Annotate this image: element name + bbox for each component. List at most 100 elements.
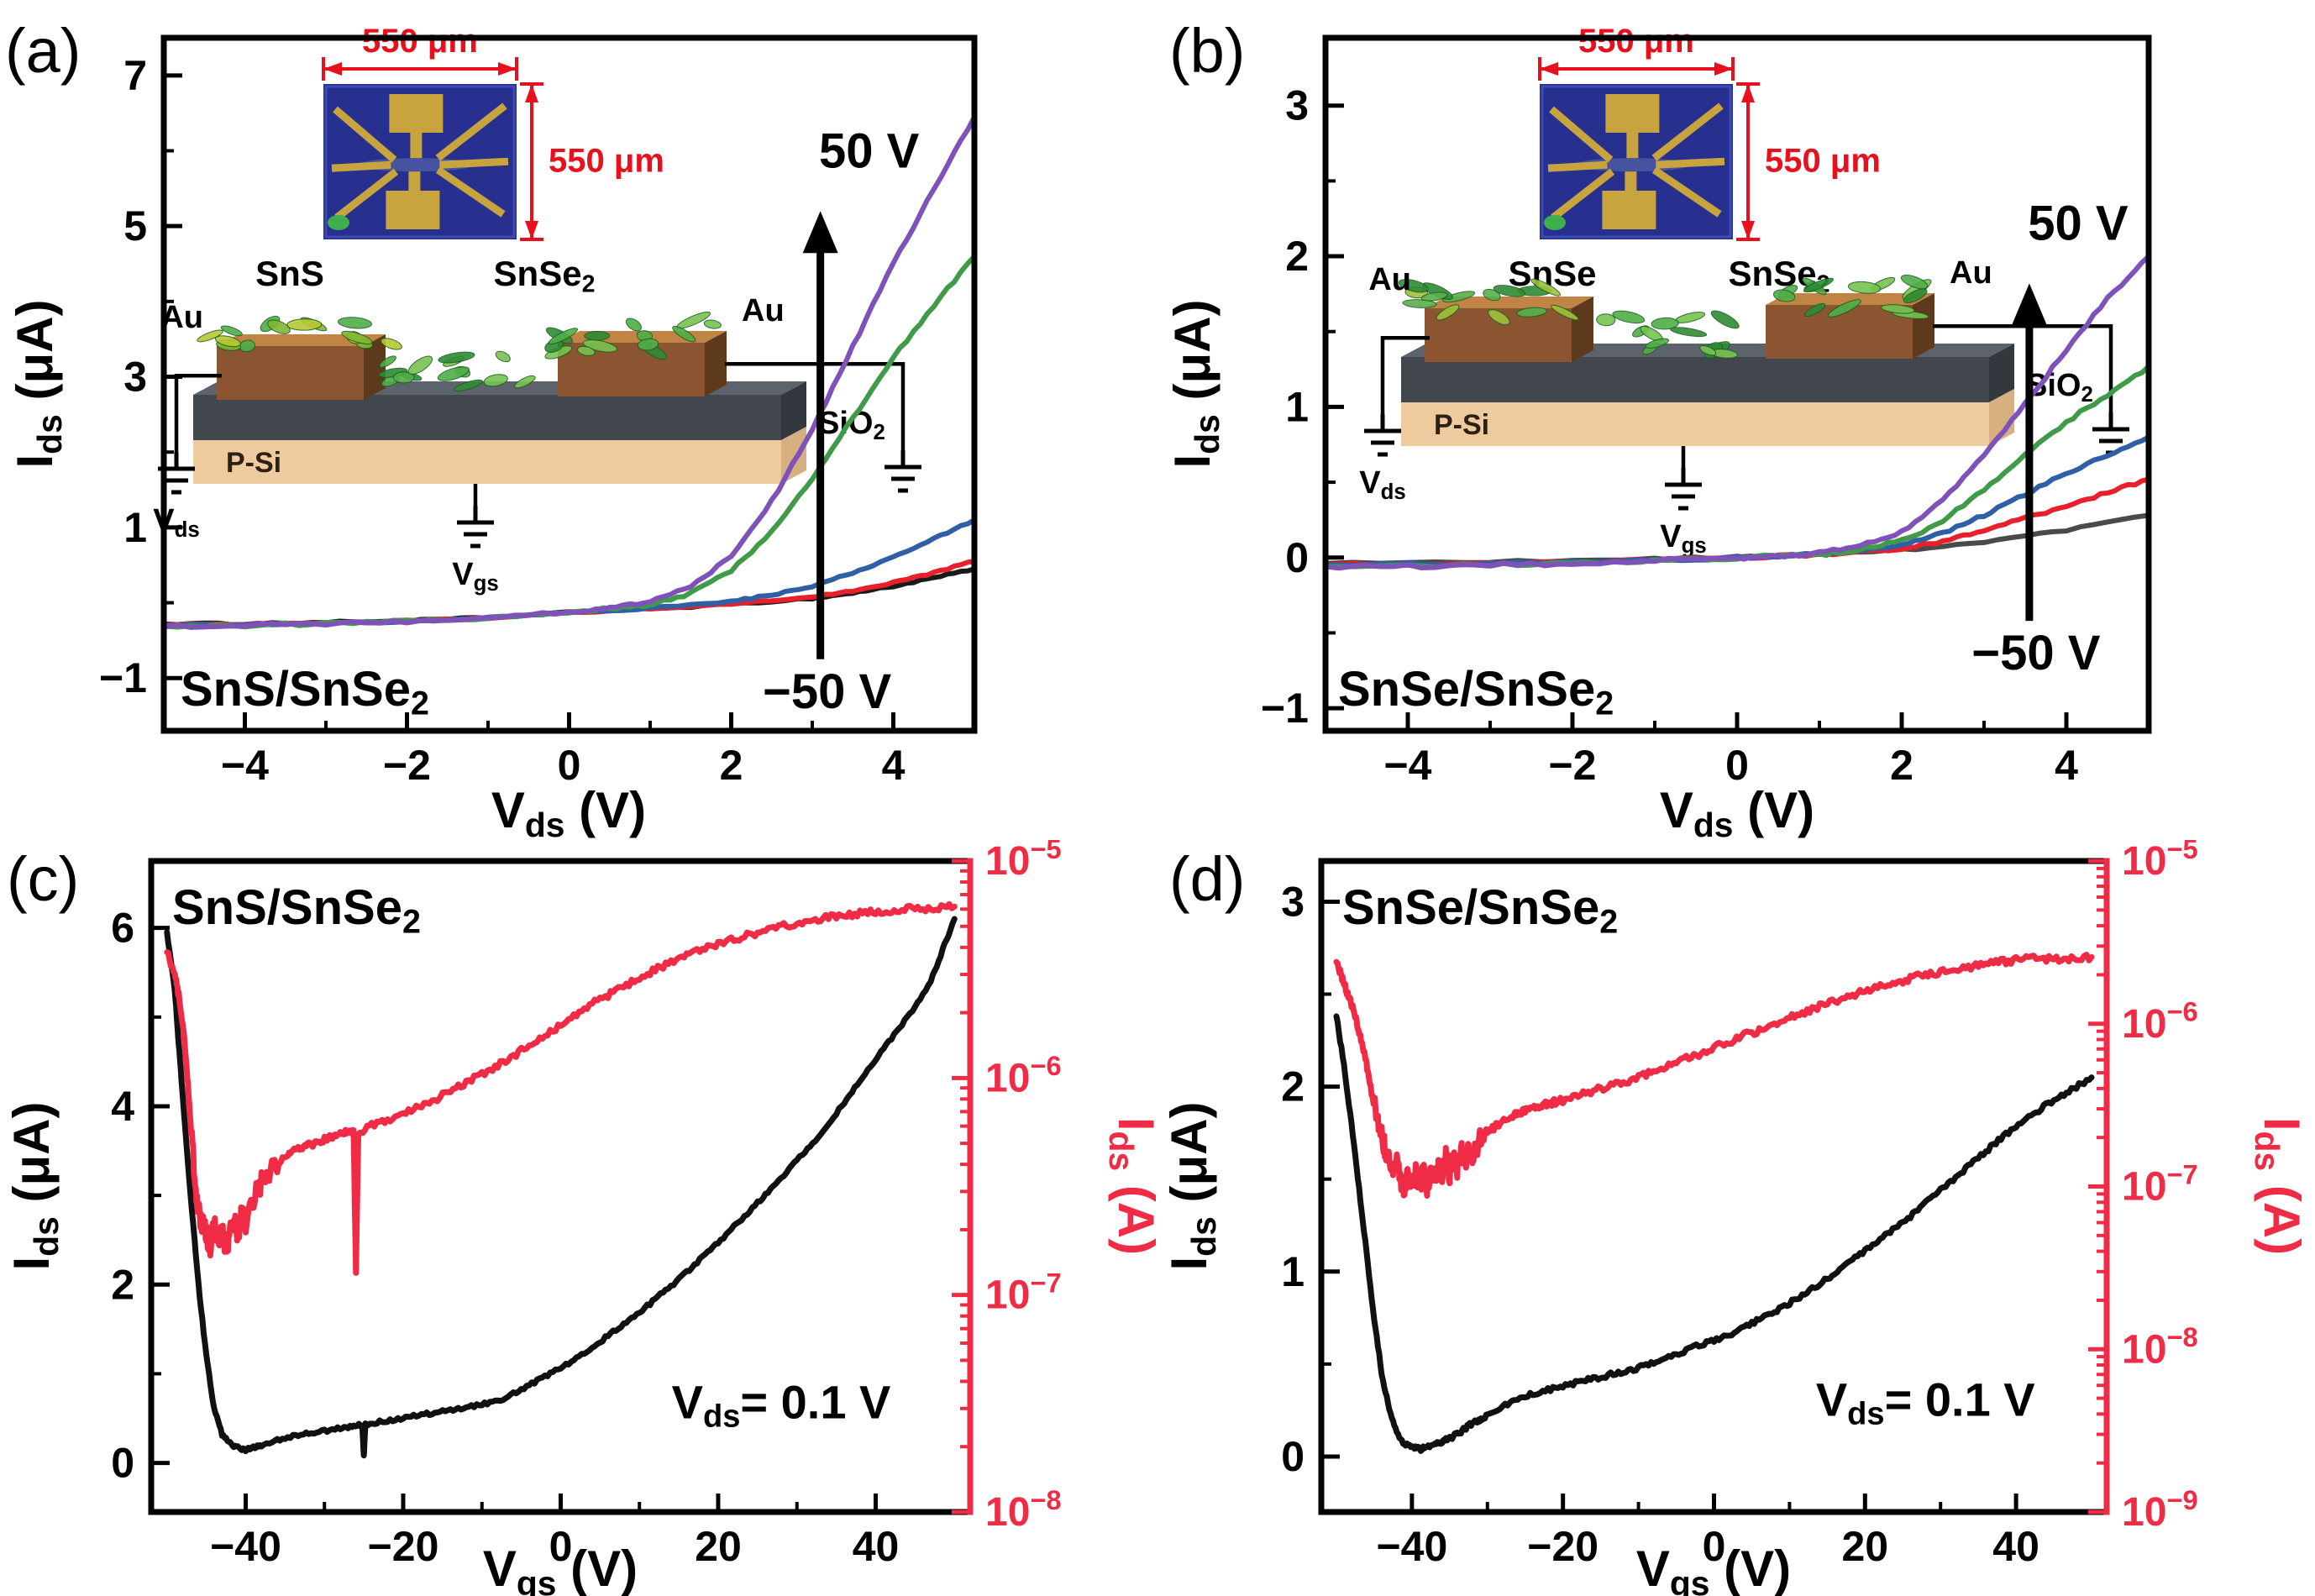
svg-text:1: 1 [1285,383,1309,430]
chart-c: −40 −20 0 20 40 0 2 4 6 10−5 10−6 10−7 10−8 Ids (A) Vg… [3,840,1158,1596]
svg-text:−20: −20 [1527,1523,1598,1570]
svg-text:Vds= 0.1 V: Vds= 0.1 V [1816,1373,2035,1432]
svg-text:SnS: SnS [255,254,324,293]
gate-voltage-arrow: 50 V −50 V [763,123,920,719]
chart-d: −40 −20 0 20 40 0 1 2 3 10−5 10−6 10−7 10−8 10−9 Ids (… [1161,840,2310,1596]
svg-text:SnSe2: SnSe2 [494,254,596,298]
svg-text:7: 7 [123,52,147,99]
svg-text:0: 0 [111,1440,134,1487]
panel-label-c: (c) [7,844,80,914]
svg-text:3: 3 [1285,82,1309,129]
svg-text:10−8: 10−8 [2122,1321,2198,1372]
svg-text:4: 4 [2055,742,2078,789]
svg-text:10−6: 10−6 [985,1050,1062,1100]
svg-text:550 μm: 550 μm [362,23,478,60]
svg-text:2: 2 [1281,1063,1304,1110]
svg-text:0: 0 [1281,1433,1304,1480]
svg-text:Au: Au [1950,255,1992,291]
svg-text:SnS/SnSe2: SnS/SnSe2 [181,662,429,722]
svg-text:Ids (μA): Ids (μA) [7,300,69,469]
svg-text:SnS/SnSe2: SnS/SnSe2 [172,880,421,940]
device-photo [1540,84,1733,239]
svg-text:−1: −1 [99,654,147,701]
svg-text:4: 4 [882,742,906,789]
svg-text:−2: −2 [1548,742,1596,789]
panel-d: (d) −40 −20 0 20 40 0 1 2 3 10−5 10−6 10−7 10−8 10−9 I… [1158,840,2315,1596]
svg-text:−4: −4 [1383,742,1431,789]
device-schematic: Vds Vgs Au Au SiO2 P-Si [1359,255,2129,558]
chart-a-svg: 550 μm 550 μm SnS SnSe2 Vds Vgs Au Au SiO2 P-Si −4… [7,23,978,840]
svg-text:Au: Au [742,293,785,328]
svg-text:Vds (V): Vds (V) [491,782,646,840]
device-photo [323,84,517,239]
svg-text:Vgs: Vgs [452,557,499,596]
series-Ids-log [164,900,958,1276]
gate-voltage-arrow: 50 V −50 V [1971,196,2129,680]
svg-text:Vds= 0.1 V: Vds= 0.1 V [672,1376,891,1435]
svg-text:−20: −20 [368,1523,439,1570]
series-Vgs-−25-V [1325,476,2149,569]
svg-text:P-Si: P-Si [1434,409,1489,441]
svg-text:Ids (A): Ids (A) [1102,1117,1158,1255]
series-Ids-linear [1333,1013,2095,1454]
svg-text:−2: −2 [383,742,431,789]
svg-text:Vds (V): Vds (V) [1660,782,1814,840]
series-group [164,114,974,630]
svg-text:SnSe/SnSe2: SnSe/SnSe2 [1338,662,1614,722]
panel-label-b: (b) [1169,16,1246,86]
svg-text:−4: −4 [221,742,269,789]
svg-text:0: 0 [558,742,581,789]
svg-text:−1: −1 [1261,685,1309,732]
chart-c-svg: −40 −20 0 20 40 0 2 4 6 10−5 10−6 10−7 10−8 Ids (A) Vg… [3,840,1158,1596]
svg-text:Au: Au [1368,262,1411,297]
svg-text:550 μm: 550 μm [1578,23,1694,60]
svg-text:0: 0 [1725,742,1749,789]
svg-text:20: 20 [1841,1523,1888,1570]
svg-text:Ids (μA): Ids (μA) [3,1102,66,1271]
svg-text:0: 0 [549,1523,573,1570]
svg-text:5: 5 [123,202,147,249]
series-Ids-log [1333,952,2095,1199]
chart-d-svg: −40 −20 0 20 40 0 1 2 3 10−5 10−6 10−7 10−8 10−9 Ids (… [1161,840,2310,1596]
svg-text:SiO2: SiO2 [2026,368,2093,407]
svg-text:Ids (μA): Ids (μA) [1161,1102,1223,1271]
series-Ids-linear [164,916,958,1459]
svg-text:1: 1 [1281,1248,1304,1295]
svg-text:−40: −40 [210,1523,281,1570]
svg-text:6: 6 [111,905,134,952]
series-Vgs-−50-V [164,566,974,627]
svg-text:P-Si: P-Si [226,447,281,479]
panel-label-a: (a) [5,16,81,86]
panel-c: (c) −40 −20 0 20 40 0 2 4 6 10−5 10−6 10−7 10−8 Ids (… [0,840,1158,1596]
svg-text:Ids (A): Ids (A) [2248,1117,2310,1255]
svg-text:50 V: 50 V [2028,196,2129,250]
svg-text:1: 1 [123,504,147,551]
svg-text:Ids (μA): Ids (μA) [1164,300,1226,469]
device-schematic: Vds Vgs Au Au SiO2 P-Si [153,293,921,596]
svg-text:10−7: 10−7 [985,1267,1062,1317]
svg-text:550 μm: 550 μm [549,143,664,180]
panel-label-d: (d) [1169,844,1246,914]
svg-text:10−5: 10−5 [2122,840,2198,884]
series-group [1325,254,2149,571]
svg-text:0: 0 [1285,534,1309,581]
svg-text:2: 2 [111,1261,134,1308]
svg-text:SiO2: SiO2 [818,406,885,444]
svg-text:20: 20 [695,1523,742,1570]
chart-a: 550 μm 550 μm SnS SnSe2 Vds Vgs Au Au SiO2 P-Si −4… [7,23,978,840]
panel-a: (a) 550 μm 550 μm SnS SnSe2 Vds Vgs Au Au SiO2 P-… [0,0,1158,840]
svg-text:−50 V: −50 V [763,664,891,719]
series-group [164,900,958,1459]
svg-text:2: 2 [1285,233,1309,280]
svg-text:Au: Au [160,300,203,335]
svg-text:−50 V: −50 V [1971,626,2100,680]
svg-text:Vgs (V): Vgs (V) [483,1541,638,1596]
svg-text:Vds: Vds [1359,465,1406,504]
svg-text:2: 2 [720,742,743,789]
svg-text:550 μm: 550 μm [1765,143,1881,180]
svg-text:−40: −40 [1376,1523,1447,1570]
